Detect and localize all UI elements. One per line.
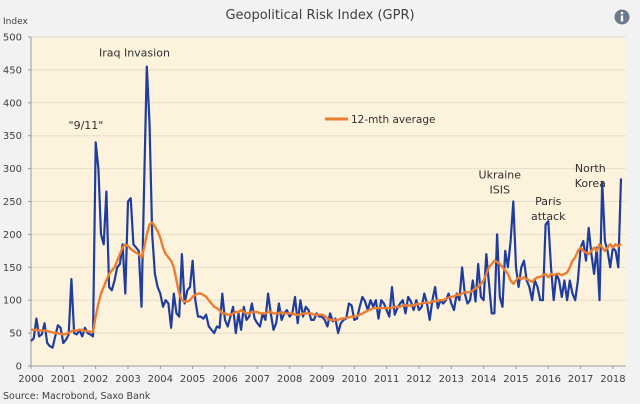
annotation-label: North — [575, 162, 606, 175]
x-tick-label: 2007 — [245, 374, 270, 385]
y-tick-label: 250 — [3, 197, 22, 208]
x-tick-label: 2016 — [536, 374, 561, 385]
x-tick-label: 2011 — [374, 374, 399, 385]
x-axis-ticks: 2000 2001 2002 2003 2004 2005 2006 2007 2008 2009… — [18, 366, 626, 385]
x-tick-label: 2008 — [277, 374, 302, 385]
series-group — [30, 65, 623, 349]
y-tick-label: 450 — [3, 65, 22, 76]
y-tick-label: 0 — [16, 362, 22, 373]
annotation-label: attack — [531, 210, 566, 223]
annotation-label: ISIS — [490, 184, 510, 197]
y-tick-label: 500 — [3, 33, 22, 44]
annotation-label: Korea — [575, 177, 606, 190]
x-tick-label: 2006 — [212, 374, 237, 385]
y-tick-label: 200 — [3, 230, 22, 241]
y-tick-label: 350 — [3, 131, 22, 142]
x-tick-label: 2009 — [309, 374, 334, 385]
y-tick-label: 150 — [3, 263, 22, 274]
y-axis-label: Index — [3, 17, 28, 27]
x-tick-label: 2001 — [51, 374, 76, 385]
legend: 12-mth average — [325, 114, 435, 126]
x-tick-label: 2004 — [148, 374, 173, 385]
y-tick-label: 400 — [3, 98, 22, 109]
chart-title: Geopolitical Risk Index (GPR) — [225, 8, 414, 23]
y-tick-label: 50 — [9, 329, 22, 340]
gpr-line — [30, 65, 623, 349]
gridlines — [31, 36, 626, 334]
x-tick-label: 2014 — [471, 374, 496, 385]
x-tick-label: 2005 — [180, 374, 205, 385]
annotation-label: "9/11" — [69, 119, 104, 132]
annotation-label: Ukraine — [479, 168, 522, 181]
x-tick-label: 2015 — [503, 374, 528, 385]
x-tick-label: 2010 — [342, 374, 367, 385]
x-tick-label: 2018 — [600, 374, 625, 385]
x-tick-label: 2012 — [406, 374, 431, 385]
source-note: Source: Macrobond, Saxo Bank — [3, 391, 151, 402]
x-tick-label: 2017 — [568, 374, 593, 385]
y-tick-label: 100 — [3, 296, 22, 307]
x-tick-label: 2013 — [439, 374, 464, 385]
x-tick-label: 2000 — [18, 374, 43, 385]
avg-12mth-line — [31, 221, 622, 336]
info-icon[interactable] — [614, 9, 630, 25]
y-tick-label: 300 — [3, 164, 22, 175]
x-tick-label: 2002 — [83, 374, 108, 385]
annotation-label: Paris — [535, 195, 561, 208]
x-tick-label: 2003 — [115, 374, 140, 385]
legend-label-12mth-average: 12-mth average — [351, 114, 435, 126]
annotation-label: Iraq Invasion — [99, 47, 170, 60]
annotations: "9/11" Iraq Invasion Ukraine ISIS Paris attac… — [69, 47, 606, 223]
